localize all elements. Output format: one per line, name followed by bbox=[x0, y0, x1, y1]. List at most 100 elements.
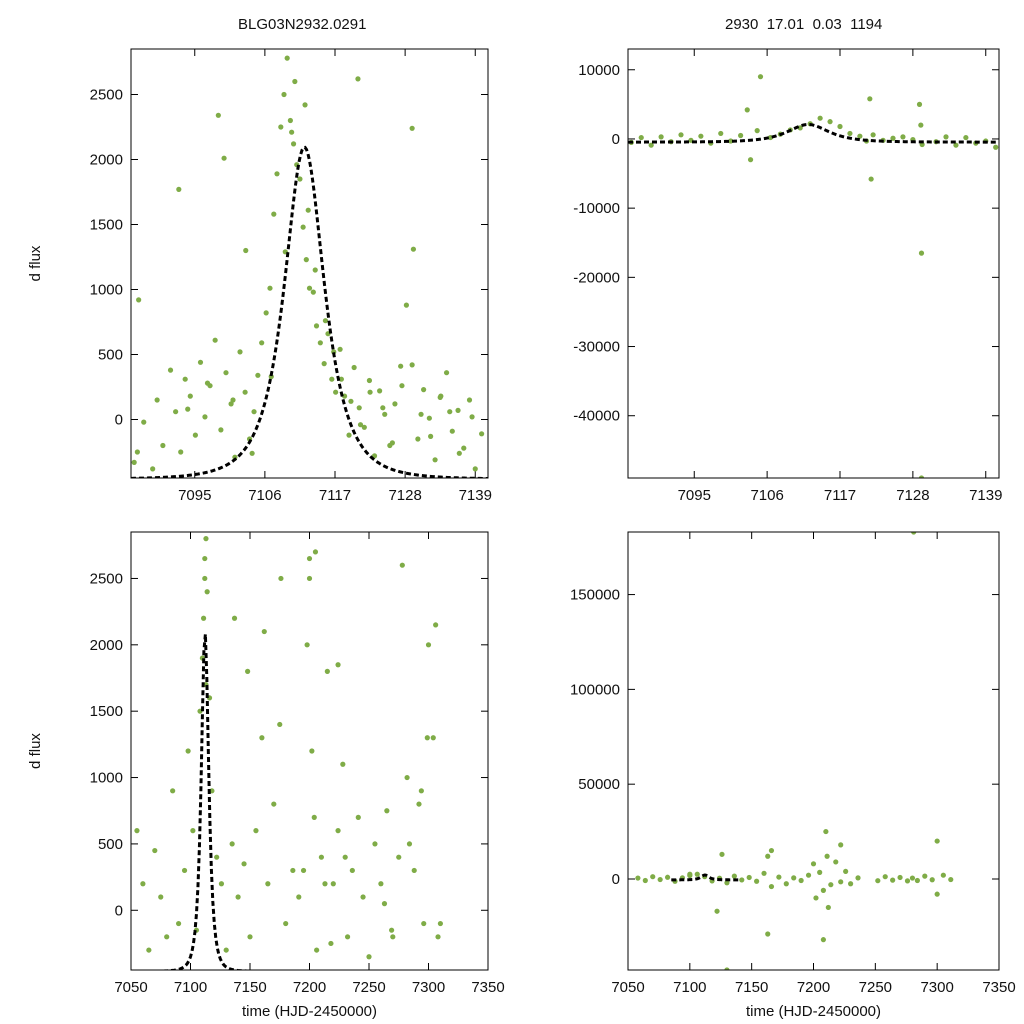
data-point bbox=[322, 318, 329, 324]
data-point bbox=[890, 135, 896, 141]
data-point bbox=[289, 129, 295, 135]
y-tick-label: 50000 bbox=[578, 776, 620, 793]
data-point bbox=[820, 887, 826, 893]
data-point bbox=[754, 128, 760, 134]
y-tick-label: 1000 bbox=[90, 282, 123, 299]
plot-frame bbox=[130, 48, 489, 479]
data-point bbox=[922, 873, 928, 879]
data-point bbox=[355, 814, 361, 820]
data-point bbox=[247, 934, 253, 940]
data-point bbox=[399, 383, 405, 389]
data-point bbox=[744, 107, 750, 113]
data-point bbox=[650, 874, 656, 880]
data-point bbox=[366, 377, 373, 384]
y-tick-label: 100000 bbox=[570, 681, 620, 698]
x-tick-label: 7128 bbox=[896, 487, 929, 504]
data-point bbox=[357, 422, 364, 428]
y-tick-label: 0 bbox=[612, 131, 620, 148]
data-point bbox=[870, 132, 876, 138]
data-point bbox=[724, 880, 730, 886]
data-point bbox=[410, 246, 417, 252]
data-point bbox=[754, 878, 760, 884]
data-point bbox=[203, 536, 209, 542]
data-point bbox=[267, 285, 273, 291]
data-point bbox=[154, 397, 160, 403]
data-point bbox=[348, 398, 354, 404]
data-point bbox=[918, 475, 925, 478]
data-point bbox=[382, 411, 388, 417]
y-tick-label: 1500 bbox=[90, 217, 123, 234]
data-point bbox=[367, 389, 373, 395]
data-point bbox=[791, 875, 797, 881]
data-point bbox=[243, 247, 249, 254]
data-point bbox=[182, 376, 188, 382]
data-point bbox=[218, 881, 225, 887]
data-point bbox=[398, 363, 404, 369]
data-point bbox=[378, 881, 384, 887]
data-point bbox=[428, 433, 434, 439]
y-tick-label: 1500 bbox=[90, 703, 123, 720]
y-tick-label: 2000 bbox=[90, 637, 123, 654]
data-point bbox=[296, 44, 301, 49]
data-point bbox=[278, 124, 284, 130]
data-point bbox=[435, 934, 441, 940]
data-point bbox=[882, 874, 888, 880]
data-point bbox=[918, 250, 925, 256]
data-point bbox=[843, 868, 849, 875]
y-tick-label: 2500 bbox=[90, 87, 123, 104]
data-point bbox=[432, 457, 438, 463]
x-axis-label: time (HJD-2450000) bbox=[242, 1003, 377, 1020]
data-point bbox=[824, 853, 830, 859]
data-point bbox=[424, 735, 430, 741]
data-point bbox=[346, 432, 352, 438]
data-point bbox=[214, 854, 220, 860]
data-point bbox=[409, 362, 415, 368]
data-point bbox=[430, 735, 436, 741]
data-point bbox=[664, 874, 671, 880]
panel-bottom-right: 7050 7100 7150 7200 7250 7300 7350 0 50000 100000… bbox=[570, 531, 1016, 1020]
data-point bbox=[909, 875, 916, 881]
x-tick-label: 7050 bbox=[114, 979, 147, 996]
data-point bbox=[765, 931, 771, 937]
data-point bbox=[411, 867, 417, 874]
x-tick-label: 7139 bbox=[969, 487, 1002, 504]
data-point bbox=[409, 125, 415, 131]
x-tick-label: 7350 bbox=[982, 979, 1015, 996]
data-point bbox=[164, 934, 170, 940]
data-point bbox=[366, 954, 372, 960]
data-point bbox=[245, 668, 251, 674]
data-point bbox=[658, 134, 664, 140]
plot-area bbox=[131, 536, 488, 970]
data-point bbox=[993, 144, 999, 150]
data-point bbox=[848, 881, 854, 887]
data-point bbox=[403, 302, 409, 308]
data-point bbox=[167, 367, 174, 373]
data-point bbox=[900, 134, 906, 140]
data-point bbox=[421, 387, 427, 393]
data-point bbox=[963, 134, 969, 141]
y-tick-label: -40000 bbox=[573, 408, 620, 425]
data-point bbox=[377, 388, 383, 394]
data-point bbox=[817, 115, 823, 121]
data-point bbox=[810, 861, 817, 867]
data-point bbox=[897, 874, 903, 881]
data-point bbox=[739, 877, 745, 883]
y-axis-label: d flux bbox=[27, 245, 44, 281]
data-point bbox=[284, 55, 290, 61]
x-tick-label: 7128 bbox=[388, 487, 421, 504]
x-tick-label: 7150 bbox=[735, 979, 768, 996]
data-point bbox=[278, 575, 284, 582]
data-point bbox=[328, 940, 334, 947]
data-point bbox=[230, 397, 236, 403]
data-point bbox=[466, 397, 473, 403]
data-point bbox=[321, 361, 327, 367]
data-point bbox=[187, 393, 193, 399]
data-point bbox=[300, 224, 306, 230]
data-point bbox=[797, 125, 803, 131]
data-point bbox=[372, 841, 378, 847]
data-point bbox=[249, 450, 255, 456]
data-point bbox=[190, 828, 196, 834]
right-column-title: 2930 17.01 0.03 1194 bbox=[725, 16, 883, 33]
data-point bbox=[235, 894, 241, 900]
data-point bbox=[934, 891, 940, 897]
